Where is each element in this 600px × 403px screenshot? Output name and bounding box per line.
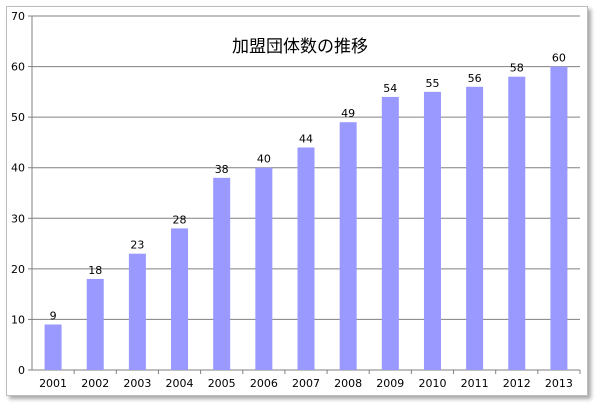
bar-2007 bbox=[297, 147, 315, 370]
y-tick-label: 30 bbox=[11, 212, 25, 225]
x-tick-label-2010: 2010 bbox=[418, 377, 446, 390]
data-label-2006: 40 bbox=[257, 153, 271, 166]
data-label-2007: 44 bbox=[299, 132, 313, 145]
data-label-2004: 28 bbox=[173, 213, 187, 226]
x-tick-label-2007: 2007 bbox=[292, 377, 320, 390]
x-tick-labels: 2001 2002 2003 2004 2005 2006 2007 2008 2009 2010… bbox=[39, 377, 573, 390]
data-label-2011: 56 bbox=[468, 72, 482, 85]
gridlines bbox=[32, 15, 580, 320]
data-label-2005: 38 bbox=[215, 163, 229, 176]
bar-2001 bbox=[44, 324, 62, 370]
bar-2006 bbox=[255, 167, 273, 370]
data-label-2002: 18 bbox=[88, 264, 102, 277]
data-label-2009: 54 bbox=[383, 82, 397, 95]
y-tick-label: 50 bbox=[11, 111, 25, 124]
bar-2008 bbox=[339, 122, 357, 370]
y-tick-label: 20 bbox=[11, 263, 25, 276]
bars bbox=[44, 66, 568, 371]
x-tick-label-2011: 2011 bbox=[461, 377, 489, 390]
x-tick-label-2008: 2008 bbox=[334, 377, 362, 390]
data-label-2003: 23 bbox=[130, 239, 144, 252]
x-tick-label-2003: 2003 bbox=[123, 377, 151, 390]
bar-2004 bbox=[171, 228, 189, 370]
y-tick-label: 40 bbox=[11, 162, 25, 175]
data-label-2012: 58 bbox=[510, 62, 524, 75]
x-tick-label-2012: 2012 bbox=[503, 377, 531, 390]
chart-title: 加盟団体数の推移 bbox=[232, 37, 368, 57]
y-tick-label: 60 bbox=[11, 61, 25, 74]
x-tick-label-2002: 2002 bbox=[81, 377, 109, 390]
bar-2005 bbox=[213, 177, 231, 370]
bar-2011 bbox=[466, 86, 484, 371]
bar-2010 bbox=[423, 91, 441, 370]
bar-2002 bbox=[86, 278, 104, 370]
data-labels: 9 18 23 28 38 40 44 49 54 55 56 58 60 bbox=[50, 52, 566, 323]
y-tick-label: 0 bbox=[18, 364, 25, 377]
y-tick-label: 70 bbox=[11, 10, 25, 23]
data-label-2001: 9 bbox=[50, 309, 57, 322]
x-tick-label-2004: 2004 bbox=[166, 377, 194, 390]
bar-2003 bbox=[128, 253, 146, 370]
bar-2012 bbox=[508, 76, 526, 370]
data-label-2013: 60 bbox=[552, 52, 566, 65]
y-tick-labels: 0 10 20 30 40 50 60 70 bbox=[11, 10, 25, 377]
x-tick-label-2005: 2005 bbox=[208, 377, 236, 390]
y-tick-label: 10 bbox=[11, 313, 25, 326]
bar-2009 bbox=[381, 96, 399, 371]
x-tick-label-2006: 2006 bbox=[250, 377, 278, 390]
bar-2013 bbox=[550, 66, 568, 371]
x-tick-label-2001: 2001 bbox=[39, 377, 67, 390]
data-label-2010: 55 bbox=[425, 77, 439, 90]
x-tick-label-2013: 2013 bbox=[545, 377, 573, 390]
x-tick-label-2009: 2009 bbox=[376, 377, 404, 390]
data-label-2008: 49 bbox=[341, 107, 355, 120]
